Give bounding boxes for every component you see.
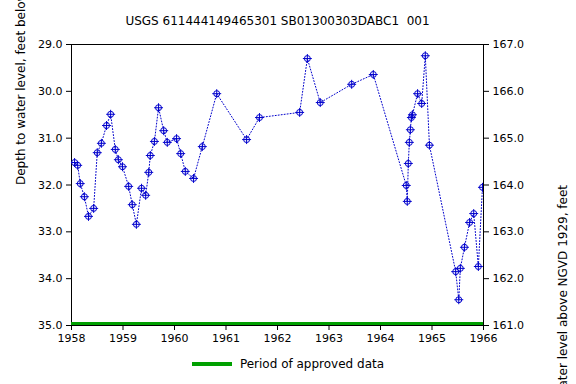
svg-text:1964: 1964 bbox=[367, 332, 395, 345]
svg-text:1962: 1962 bbox=[264, 332, 292, 345]
svg-text:1961: 1961 bbox=[212, 332, 240, 345]
svg-text:162.0: 162.0 bbox=[493, 272, 525, 285]
svg-text:34.0: 34.0 bbox=[38, 272, 63, 285]
svg-text:167.0: 167.0 bbox=[493, 38, 525, 51]
svg-text:35.0: 35.0 bbox=[38, 319, 63, 332]
svg-text:164.0: 164.0 bbox=[493, 179, 525, 192]
svg-text:1959: 1959 bbox=[109, 332, 137, 345]
svg-text:33.0: 33.0 bbox=[38, 225, 63, 238]
svg-text:USGS 611444149465301 SB0130030: USGS 611444149465301 SB01300303DABC1 001 bbox=[125, 14, 429, 28]
svg-text:30.0: 30.0 bbox=[38, 85, 63, 98]
svg-text:165.0: 165.0 bbox=[493, 132, 525, 145]
svg-text:1958: 1958 bbox=[58, 332, 86, 345]
svg-text:32.0: 32.0 bbox=[38, 179, 63, 192]
svg-text:29.0: 29.0 bbox=[38, 38, 63, 51]
svg-text:Groundwater level above NGVD 1: Groundwater level above NGVD 1929, feet bbox=[556, 185, 570, 384]
svg-text:166.0: 166.0 bbox=[493, 85, 525, 98]
svg-text:1963: 1963 bbox=[315, 332, 343, 345]
svg-text:1960: 1960 bbox=[161, 332, 189, 345]
svg-text:161.0: 161.0 bbox=[493, 319, 525, 332]
svg-text:1965: 1965 bbox=[418, 332, 446, 345]
svg-text:31.0: 31.0 bbox=[38, 132, 63, 145]
svg-text:Depth to water level, feet bel: Depth to water level, feet below land su… bbox=[14, 0, 28, 185]
svg-text:163.0: 163.0 bbox=[493, 225, 525, 238]
svg-text:1966: 1966 bbox=[470, 332, 498, 345]
html-text:Period of approved data: Period of approved data bbox=[239, 357, 385, 371]
